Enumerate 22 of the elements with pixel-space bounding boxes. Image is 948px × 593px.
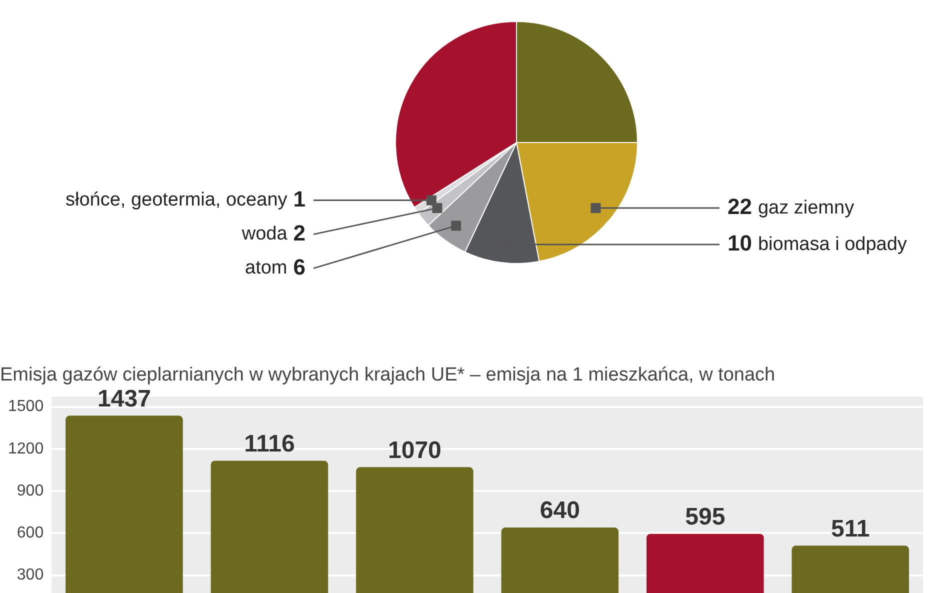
data-label: 1437 — [98, 385, 151, 412]
slice-label: woda — [240, 224, 288, 245]
y-tick-label: 1200 — [8, 440, 44, 458]
data-label: 511 — [831, 515, 870, 542]
slice-label: słońce, geotermia, oceany — [65, 190, 288, 211]
slice-label: gaz ziemny — [758, 197, 855, 218]
data-label: 595 — [685, 503, 726, 530]
data-label: 1116 — [244, 430, 295, 458]
y-tick-label: 900 — [16, 482, 44, 500]
data-label: 1 — [293, 186, 306, 212]
y-tick-label: 1500 — [8, 398, 44, 416]
data-label: 640 — [540, 497, 580, 524]
data-label: 6 — [293, 254, 306, 280]
data-label: 2 — [293, 220, 306, 246]
slice-label: biomasa i odpady — [758, 234, 908, 255]
chart-title: Emisja gazów cieplarnianych w wybranych krajach UE* – emisja na 1 mieszkańca, w tonach — [0, 364, 776, 386]
data-label: 1070 — [388, 436, 442, 464]
data-label: 10 — [728, 230, 752, 256]
slice-label: atom — [245, 258, 288, 279]
y-tick-label: 600 — [16, 524, 44, 542]
y-tick-label: 300 — [16, 566, 44, 584]
data-label: 22 — [728, 194, 752, 220]
